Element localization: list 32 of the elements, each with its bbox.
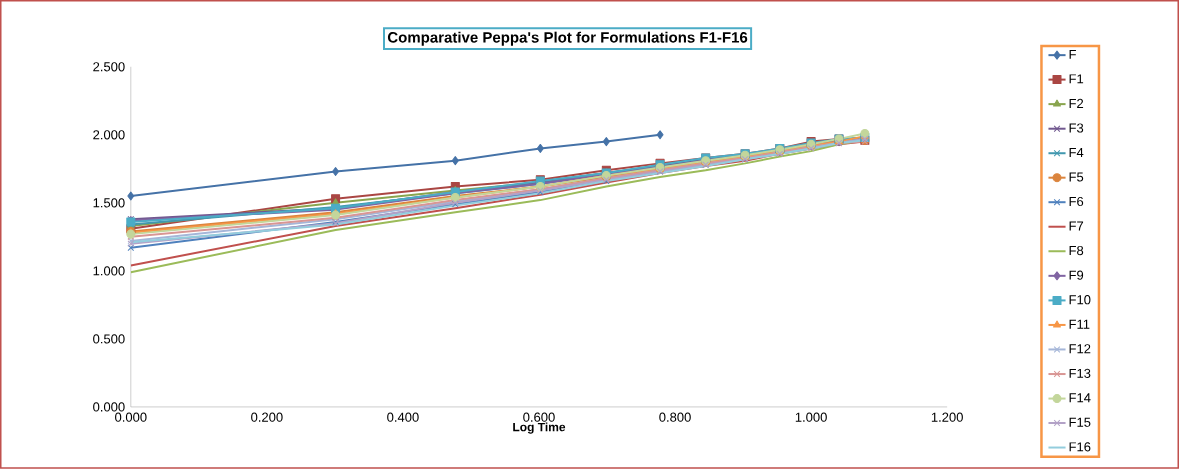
legend-label: F8	[1069, 246, 1084, 256]
legend-label: F3	[1069, 123, 1084, 133]
y-tick-label: 1.500	[93, 198, 125, 208]
legend-label: F7	[1069, 221, 1084, 231]
legend-label: F5	[1069, 172, 1084, 182]
legend-label: F6	[1069, 197, 1084, 207]
legend-label: F11	[1069, 319, 1090, 329]
x-tick-label: 0.400	[387, 412, 419, 422]
x-tick-label: 0.000	[115, 412, 147, 422]
legend-label: F14	[1069, 393, 1091, 403]
y-tick-label: 0.500	[93, 334, 125, 344]
x-axis-title: Log Time	[513, 422, 566, 434]
legend-label: F2	[1069, 98, 1084, 109]
legend-label: F1	[1069, 74, 1084, 84]
legend-label: F15	[1069, 417, 1091, 428]
legend-label: F	[1069, 50, 1076, 60]
legend-label: F16	[1069, 442, 1091, 452]
x-tick-label: 0.600	[523, 412, 555, 422]
legend-label: F4	[1069, 148, 1084, 158]
x-tick-label: 0.200	[251, 412, 283, 422]
legend-label: F9	[1069, 270, 1084, 280]
x-tick-label: 1.200	[931, 412, 963, 422]
y-tick-label: 0.000	[93, 402, 125, 412]
x-tick-label: 0.800	[659, 412, 691, 422]
chart-title: Comparative Peppa's Plot for Formulations F1-F16	[387, 31, 748, 46]
x-tick-label: 1.000	[795, 412, 827, 422]
y-tick-label: 2.000	[93, 130, 125, 140]
legend-label: F12	[1069, 344, 1091, 354]
legend-label: F13	[1069, 368, 1091, 379]
legend-label: F10	[1069, 295, 1091, 305]
y-tick-label: 2.500	[93, 62, 125, 72]
y-tick-label: 1.000	[93, 266, 125, 276]
